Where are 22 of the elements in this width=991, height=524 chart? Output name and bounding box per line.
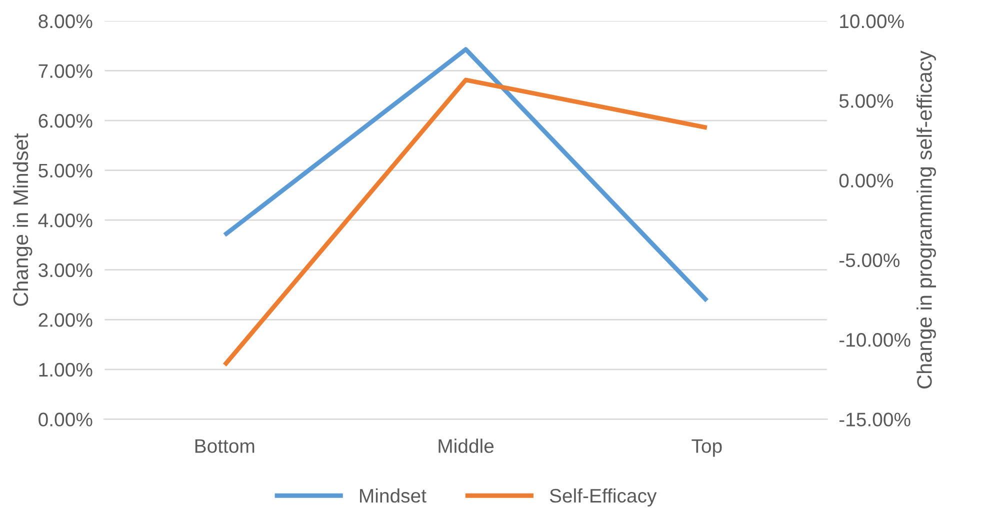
y2-tick-label: 10.00%	[840, 14, 904, 28]
x-tick-label: Middle	[438, 438, 494, 453]
y-tick-label: 8.00%	[38, 14, 92, 28]
y2-tick-label: -10.00%	[839, 333, 910, 347]
y2-tick-label: 5.00%	[839, 94, 894, 108]
y-tick-label: 2.00%	[38, 313, 92, 327]
y2-axis-title: Change in programming self-efficacy	[916, 50, 936, 388]
y-tick-label: 3.00%	[38, 263, 92, 278]
y-tick-label: 1.00%	[39, 362, 92, 377]
y-tick-label: 0.00%	[38, 412, 92, 426]
y-tick-label: 6.00%	[38, 114, 92, 128]
y-tick-label: 5.00%	[38, 164, 92, 178]
legend-label: Self-Efficacy	[550, 488, 657, 506]
y2-tick-label: -15.00%	[839, 412, 910, 426]
y-axis-title: Change in Mindset	[12, 133, 32, 306]
y-tick-label: 4.00%	[38, 214, 92, 228]
y-tick-label: 7.00%	[38, 64, 92, 78]
x-tick-label: Top	[692, 439, 722, 457]
x-tick-label: Bottom	[195, 439, 254, 453]
legend-label: Mindset	[360, 488, 426, 503]
y2-tick-label: 0.00%	[839, 174, 894, 188]
y2-tick-label: -5.00%	[839, 253, 900, 268]
